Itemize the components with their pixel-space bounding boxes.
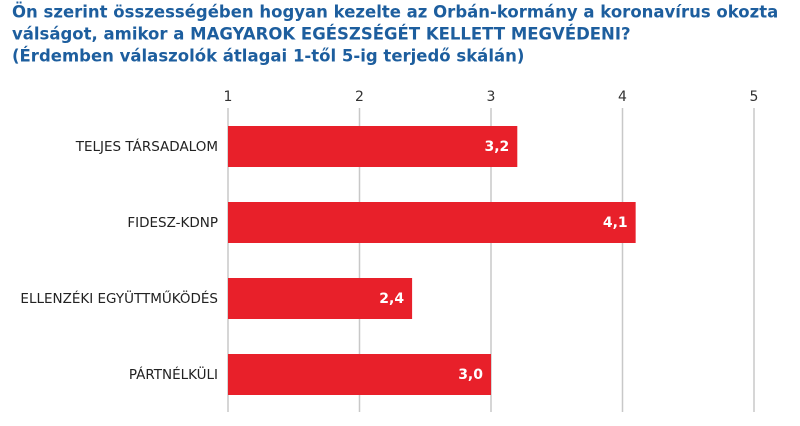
value-label: 3,0: [458, 367, 483, 383]
bar: [228, 126, 518, 167]
bar: [228, 202, 636, 243]
x-tick-label: 2: [355, 89, 364, 105]
category-label: TELJES TÁRSADALOM: [75, 138, 218, 155]
x-tick-label: 1: [224, 89, 233, 105]
chart-title: Ön szerint összességében hogyan kezelte …: [12, 3, 778, 22]
category-label: ELLENZÉKI EGYÜTTMŰKÖDÉS: [20, 289, 218, 307]
x-tick-label: 4: [618, 89, 627, 105]
category-label: PÁRTNÉLKÜLI: [129, 365, 218, 383]
value-label: 2,4: [379, 291, 404, 307]
bar: [228, 278, 413, 319]
category-label: FIDESZ-KDNP: [127, 215, 218, 231]
x-tick-label: 5: [750, 89, 759, 105]
chart-title: (Érdemben válaszolók átlagai 1-től 5-ig …: [12, 47, 524, 66]
x-tick-label: 3: [487, 89, 496, 105]
value-label: 3,2: [484, 139, 509, 155]
chart-title: válságot, amikor a MAGYAROK EGÉSZSÉGÉT K…: [12, 25, 631, 44]
value-label: 4,1: [603, 215, 628, 231]
bar: [228, 354, 491, 395]
